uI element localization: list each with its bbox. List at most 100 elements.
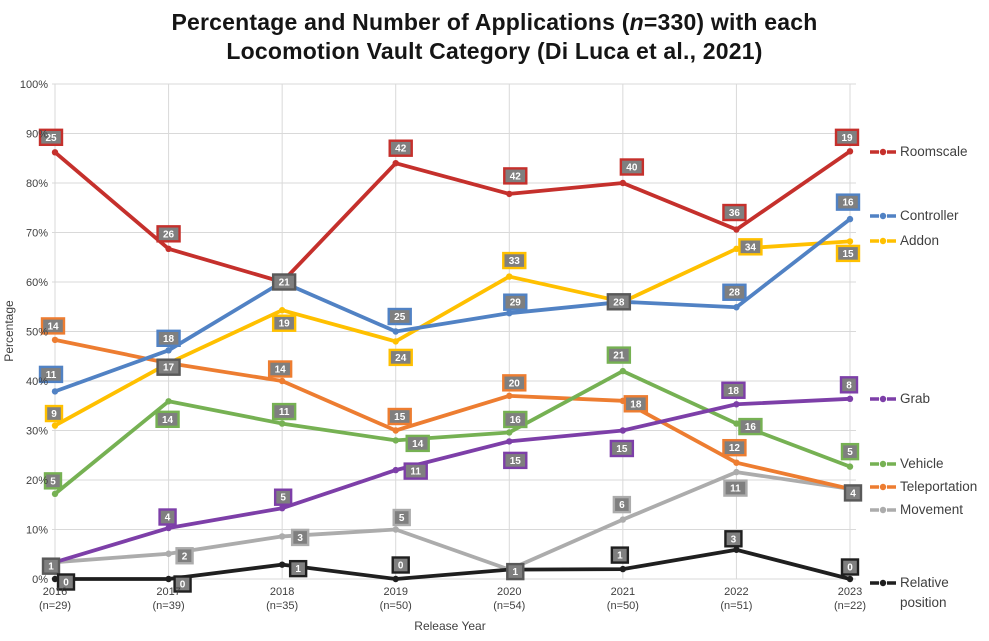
point-label-value: 26 — [163, 229, 175, 240]
point-label-value: 5 — [280, 493, 286, 504]
point-label-box — [271, 402, 297, 421]
point-label-value: 0 — [180, 580, 186, 591]
y-axis-title: Percentage — [2, 300, 16, 362]
point-label-box — [38, 365, 64, 384]
data-point — [733, 304, 740, 311]
data-point — [506, 273, 513, 280]
legend-item-controller: Controller — [870, 208, 959, 223]
point-label-value: 24 — [395, 353, 407, 364]
point-label-box — [721, 381, 746, 399]
point-label: 19 — [834, 128, 860, 147]
point-label-value: 14 — [47, 321, 59, 332]
point-label-value: 18 — [728, 386, 740, 397]
title-text-prefix: Percentage and Number of Applications ( — [171, 9, 630, 35]
point-label-value: 15 — [842, 249, 854, 260]
point-label-box — [738, 238, 763, 256]
point-label: 5 — [840, 442, 860, 461]
point-label-box — [724, 530, 743, 548]
point-label-value: 8 — [846, 380, 852, 391]
data-point — [165, 524, 172, 532]
point-label-box — [502, 374, 527, 392]
y-tick-label: 50% — [26, 327, 48, 339]
point-label-box — [506, 562, 525, 581]
point-label-value: 6 — [619, 500, 625, 511]
data-point — [846, 148, 854, 155]
y-tick-label: 20% — [26, 475, 48, 487]
point-label-box — [503, 451, 528, 470]
point-label: 21 — [271, 273, 297, 291]
legend-marker-dot — [879, 506, 887, 514]
data-point — [506, 190, 513, 198]
point-label-box — [391, 556, 410, 574]
data-point — [165, 550, 172, 557]
point-label-box — [839, 376, 859, 394]
point-label: 5 — [43, 472, 63, 490]
point-label-value: 25 — [394, 312, 406, 323]
legend-label: Movement — [900, 502, 963, 517]
point-label-box — [606, 293, 632, 311]
point-label-box — [387, 407, 412, 426]
x-tick-n: (n=29) — [39, 600, 71, 612]
series-roomscale — [51, 148, 854, 286]
point-label-value: 14 — [412, 439, 424, 450]
point-label-box — [835, 244, 861, 263]
x-tick-year: 2023 — [838, 586, 862, 598]
point-label-box — [723, 479, 748, 497]
point-label-value: 36 — [729, 208, 741, 219]
x-tick-n: (n=50) — [380, 600, 412, 612]
x-tick-year: 2018 — [270, 586, 294, 598]
data-point — [278, 307, 286, 314]
point-label-box — [158, 508, 177, 526]
point-label-value: 4 — [850, 488, 856, 499]
point-label-value: 42 — [510, 171, 522, 182]
data-point — [165, 575, 172, 583]
point-label: 11 — [403, 462, 428, 480]
point-label: 0 — [840, 558, 860, 576]
point-label: 5 — [392, 508, 411, 527]
point-label-box — [288, 559, 308, 578]
point-label: 2 — [175, 547, 194, 565]
point-label-value: 19 — [841, 133, 853, 144]
legend-item-teleportation: Teleportation — [870, 479, 977, 494]
chart-title-line2: Locomotion Vault Category (Di Luca et al… — [226, 38, 763, 64]
point-label-value: 1 — [48, 562, 54, 573]
point-label-box — [405, 434, 430, 453]
title-text-suffix: =330) with each — [643, 9, 818, 35]
point-label-value: 40 — [626, 163, 638, 174]
data-point — [51, 490, 59, 498]
point-label-value: 5 — [399, 513, 405, 524]
x-axis-title: Release Year — [414, 619, 485, 633]
point-label-value: 16 — [745, 422, 757, 433]
point-label: 18 — [721, 381, 746, 399]
point-label-value: 14 — [162, 415, 174, 426]
point-label: 1 — [41, 557, 61, 575]
point-label-box — [403, 462, 428, 480]
legend-label: position — [900, 595, 947, 610]
y-tick-label: 70% — [26, 228, 48, 240]
point-label-box — [44, 404, 64, 423]
x-tick-year: 2020 — [497, 586, 521, 598]
point-label-value: 9 — [51, 409, 57, 420]
point-label-box — [503, 167, 528, 185]
point-label-box — [173, 575, 192, 593]
y-tick-label: 40% — [26, 376, 48, 388]
point-label: 20 — [502, 374, 527, 392]
x-tick-n: (n=51) — [720, 600, 752, 612]
point-label-value: 29 — [510, 298, 522, 309]
point-label-box — [502, 251, 527, 270]
data-point — [733, 546, 740, 553]
point-label-value: 0 — [847, 563, 853, 574]
data-point — [165, 398, 172, 405]
data-point — [506, 438, 513, 445]
point-label-box — [612, 495, 632, 514]
x-tick-n: (n=50) — [607, 600, 639, 612]
point-label: 15 — [503, 451, 528, 470]
point-label: 42 — [388, 139, 413, 157]
point-label: 9 — [44, 404, 64, 423]
point-label: 18 — [156, 329, 181, 348]
legend-marker-dot — [879, 148, 887, 156]
point-label-box — [610, 546, 630, 564]
point-label: 26 — [156, 225, 181, 243]
point-label-box — [738, 417, 763, 436]
